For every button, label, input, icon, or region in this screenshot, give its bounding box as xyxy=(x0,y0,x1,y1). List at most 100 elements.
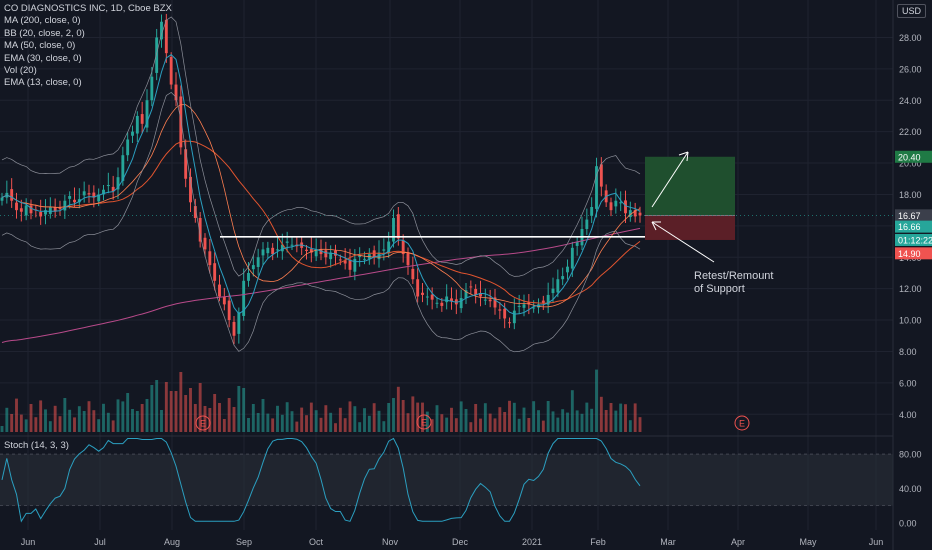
stoch-tick-label: 40.00 xyxy=(899,484,922,494)
candle-body xyxy=(450,298,453,302)
candle-body xyxy=(0,197,4,201)
volume-bar xyxy=(450,407,453,432)
volume-bar xyxy=(242,388,246,432)
legend-ma50[interactable]: MA (50, close, 0) xyxy=(4,40,76,52)
volume-bar xyxy=(218,403,221,432)
candle-body xyxy=(256,257,260,267)
currency-button[interactable]: USD xyxy=(896,4,926,18)
time-tick-label: Jun xyxy=(21,537,36,547)
volume-bar xyxy=(527,418,531,432)
volume-bar xyxy=(329,412,333,432)
volume-bar xyxy=(285,402,289,432)
candle-body xyxy=(232,321,236,336)
volume-bar xyxy=(483,403,487,432)
candle-body xyxy=(372,250,376,258)
candle-body xyxy=(247,272,250,281)
candle-body xyxy=(517,305,521,307)
stoch-tick-label: 0.00 xyxy=(899,519,917,529)
price-label-box xyxy=(895,247,932,260)
volume-bar xyxy=(24,419,28,432)
volume-bar xyxy=(363,408,366,432)
candle-body xyxy=(92,192,96,198)
legend-bb[interactable]: BB (20, close, 2, 0) xyxy=(4,27,85,39)
volume-bar xyxy=(140,404,144,432)
candle-body xyxy=(483,299,487,301)
ma50-line xyxy=(1,140,641,304)
volume-bar xyxy=(189,388,192,432)
price-tick-label: 8.00 xyxy=(899,347,917,357)
bb-upper-line xyxy=(1,16,641,277)
legend-ema13[interactable]: EMA (13, close, 0) xyxy=(4,77,82,89)
candle-body xyxy=(445,296,449,303)
candle-body xyxy=(633,210,637,217)
volume-bar xyxy=(324,405,328,432)
candle-body xyxy=(411,268,415,280)
volume-bar xyxy=(145,399,149,432)
candle-body xyxy=(309,249,313,253)
chart-title: CO DIAGNOSTICS INC, 1D, Cboe BZX xyxy=(4,3,172,14)
candle-body xyxy=(266,247,270,254)
candle-body xyxy=(479,293,482,297)
price-tick-label: 18.00 xyxy=(899,190,922,200)
volume-bar xyxy=(314,410,318,432)
volume-bar xyxy=(174,391,178,432)
candle-body xyxy=(44,210,47,215)
candle-body xyxy=(237,312,241,334)
candle-body xyxy=(406,252,410,266)
volume-bar xyxy=(319,417,323,432)
candle-body xyxy=(24,205,28,216)
volume-bar xyxy=(222,419,226,432)
volume-bar xyxy=(358,422,362,432)
volume-bar xyxy=(561,409,565,432)
volume-bar xyxy=(280,414,284,432)
volume-bar xyxy=(493,418,497,432)
candle-body xyxy=(73,199,76,203)
time-tick-label: May xyxy=(799,537,817,547)
candle-body xyxy=(541,300,545,303)
candle-body xyxy=(150,76,154,101)
candle-body xyxy=(343,260,347,264)
candle-body xyxy=(599,164,603,187)
earnings-marker-icon xyxy=(734,415,750,431)
candle-body xyxy=(160,21,163,40)
legend-vol[interactable]: Vol (20) xyxy=(4,65,37,77)
candle-body xyxy=(469,286,473,288)
candle-body xyxy=(102,189,105,195)
candle-body xyxy=(624,200,627,214)
time-tick-label: Sep xyxy=(236,537,252,547)
candle-body xyxy=(184,149,188,179)
candle-body xyxy=(464,290,468,299)
stoch-band xyxy=(0,454,893,506)
candle-body xyxy=(53,207,57,212)
candle-body xyxy=(512,310,516,324)
volume-bar xyxy=(421,402,424,432)
candle-body xyxy=(619,202,623,204)
candle-body xyxy=(305,249,308,251)
volume-bar xyxy=(97,419,101,432)
volume-bar xyxy=(508,400,511,432)
volume-bar xyxy=(628,420,632,432)
volume-bar xyxy=(19,414,23,432)
candle-body xyxy=(106,185,110,187)
volume-bar xyxy=(111,420,115,432)
candle-body xyxy=(396,214,400,239)
price-label-text: 01:12:22 xyxy=(898,235,932,245)
stoch-legend[interactable]: Stoch (14, 3, 3) xyxy=(4,440,69,451)
candle-body xyxy=(111,186,115,192)
volume-bar xyxy=(353,406,357,432)
candle-body xyxy=(363,258,366,260)
legend-ema30[interactable]: EMA (30, close, 0) xyxy=(4,52,82,64)
volume-bar xyxy=(106,412,110,432)
legend-ma200[interactable]: MA (200, close, 0) xyxy=(4,15,81,27)
volume-bar xyxy=(68,409,72,432)
volume-bar xyxy=(532,401,536,432)
volume-bar xyxy=(624,404,627,432)
volume-bar xyxy=(546,401,550,432)
candle-body xyxy=(10,189,14,201)
volume-bar xyxy=(87,401,91,432)
stoch-k-line xyxy=(1,437,641,523)
volume-bar xyxy=(150,385,154,432)
ema13-line xyxy=(1,54,641,315)
candle-body xyxy=(314,249,318,257)
